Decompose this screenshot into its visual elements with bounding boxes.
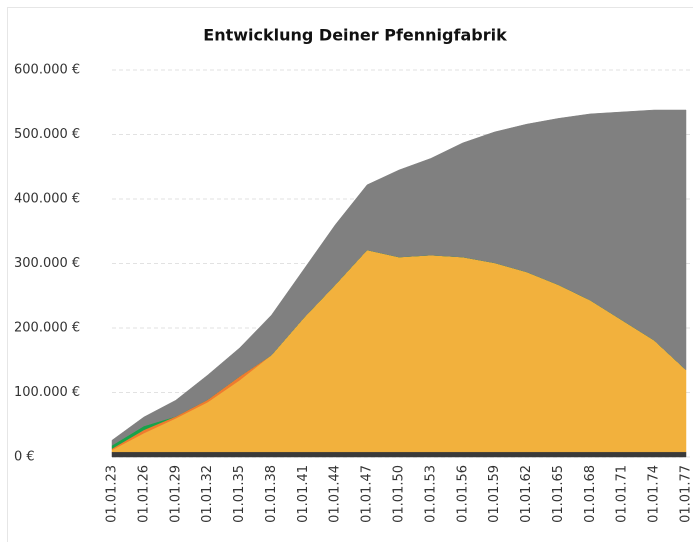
x-tick-label: 01.01.65 [551, 465, 566, 523]
y-tick-label: 100.000 € [14, 385, 80, 400]
chart-title: Entwicklung Deiner Pfennigfabrik [203, 26, 507, 45]
x-tick-label: 01.01.29 [168, 465, 183, 523]
x-tick-label: 01.01.50 [392, 465, 407, 523]
x-tick-label: 01.01.26 [136, 465, 151, 523]
x-tick-label: 01.01.71 [615, 465, 630, 523]
area [112, 452, 686, 457]
x-tick-label: 01.01.44 [328, 465, 343, 523]
chart: Entwicklung Deiner Pfennigfabrik 0 € 100.… [0, 0, 693, 542]
y-tick-label: 600.000 € [14, 63, 80, 78]
x-tick-label: 01.01.53 [423, 465, 438, 523]
x-tick-label: 01.01.41 [296, 465, 311, 523]
x-tick-label: 01.01.56 [455, 465, 470, 523]
x-tick-label: 01.01.47 [360, 465, 375, 523]
y-tick-label: 300.000 € [14, 256, 80, 271]
x-tick-label: 01.01.35 [232, 465, 247, 523]
x-tick-label: 01.01.32 [200, 465, 215, 523]
y-tick-label: 500.000 € [14, 127, 80, 142]
x-tick-label: 01.01.74 [647, 465, 662, 523]
x-tick-label: 01.01.62 [519, 465, 534, 523]
y-tick-label: 400.000 € [14, 192, 80, 207]
y-tick-label: 0 € [14, 450, 35, 465]
x-tick-label: 01.01.59 [487, 465, 502, 523]
x-tick-label: 01.01.38 [264, 465, 279, 523]
x-tick-label: 01.01.77 [679, 465, 693, 523]
x-tick-label: 01.01.23 [105, 465, 120, 523]
x-tick-label: 01.01.68 [583, 465, 598, 523]
y-tick-label: 200.000 € [14, 321, 80, 336]
